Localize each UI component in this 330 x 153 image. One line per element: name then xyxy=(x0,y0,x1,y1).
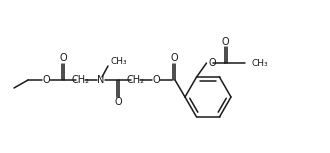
Text: O: O xyxy=(152,75,160,85)
Text: CH₂: CH₂ xyxy=(126,75,144,85)
Text: O: O xyxy=(114,97,122,107)
Text: O: O xyxy=(59,53,67,63)
Text: CH₃: CH₃ xyxy=(110,56,127,65)
Text: O: O xyxy=(170,53,178,63)
Text: CH₃: CH₃ xyxy=(251,59,268,68)
Text: O: O xyxy=(222,37,229,47)
Text: CH₂: CH₂ xyxy=(71,75,89,85)
Text: O: O xyxy=(209,58,216,68)
Text: O: O xyxy=(42,75,50,85)
Text: N: N xyxy=(97,75,105,85)
